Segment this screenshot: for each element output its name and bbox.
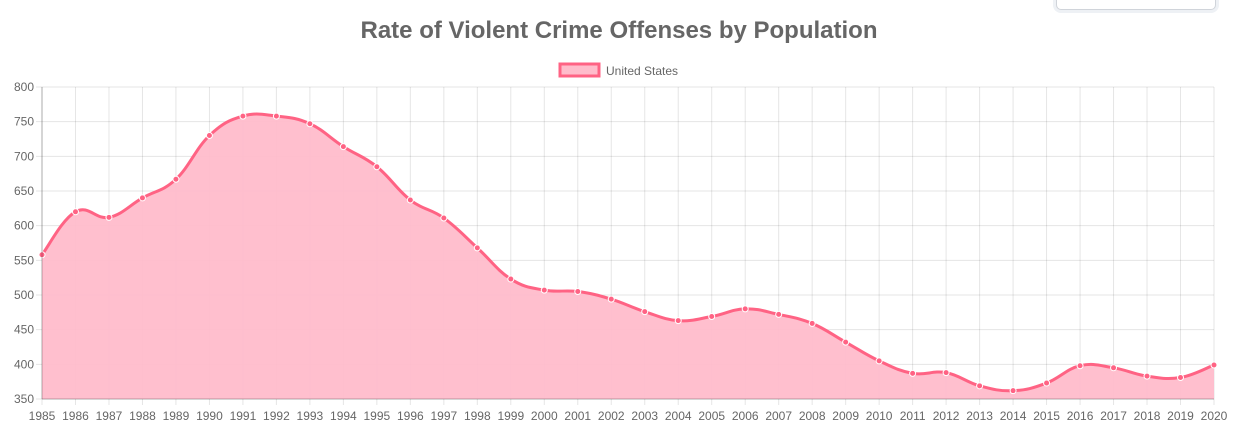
x-tick-label: 1994 (330, 409, 357, 423)
data-point[interactable] (540, 286, 548, 294)
data-point[interactable] (38, 251, 46, 259)
x-tick-label: 2004 (665, 409, 692, 423)
y-tick-label: 400 (14, 357, 34, 371)
y-tick-label: 450 (14, 323, 34, 337)
x-tick-label: 2018 (1134, 409, 1161, 423)
y-tick-label: 550 (14, 253, 34, 267)
x-tick-label: 1992 (263, 409, 290, 423)
data-point[interactable] (741, 305, 749, 313)
data-point[interactable] (775, 310, 783, 318)
x-tick-label: 2015 (1033, 409, 1060, 423)
y-tick-label: 750 (14, 115, 34, 129)
x-tick-label: 2013 (966, 409, 993, 423)
x-tick-label: 2011 (900, 409, 926, 423)
y-tick-label: 700 (14, 149, 34, 163)
x-tick-label: 2003 (631, 409, 658, 423)
x-tick-label: 2002 (598, 409, 625, 423)
y-tick-label: 500 (14, 288, 34, 302)
data-point[interactable] (373, 163, 381, 171)
data-point[interactable] (172, 175, 180, 183)
x-tick-label: 1990 (196, 409, 223, 423)
data-point[interactable] (574, 288, 582, 296)
y-tick-label: 350 (14, 392, 34, 406)
data-point[interactable] (842, 338, 850, 346)
data-point[interactable] (674, 317, 682, 325)
x-axis: 1985 1986 1987 1988 1989 1990 1991 1992 1993 1994… (29, 398, 1228, 423)
region-select[interactable] (1056, 0, 1216, 10)
x-tick-label: 2020 (1201, 409, 1228, 423)
x-tick-label: 1996 (397, 409, 424, 423)
series-area-fill (42, 114, 1214, 399)
y-axis: 350 400 450 500 550 600 650 700 750 800 (14, 80, 43, 406)
x-tick-label: 1986 (62, 409, 89, 423)
data-point[interactable] (909, 369, 917, 377)
x-tick-label: 1997 (430, 409, 457, 423)
data-point[interactable] (105, 213, 113, 221)
y-tick-label: 650 (14, 184, 34, 198)
data-point[interactable] (875, 357, 883, 365)
x-tick-label: 2000 (531, 409, 558, 423)
legend-label[interactable]: United States (606, 64, 678, 78)
x-tick-label: 2005 (698, 409, 725, 423)
x-tick-label: 2006 (732, 409, 759, 423)
x-tick-label: 2009 (832, 409, 859, 423)
x-tick-label: 1991 (230, 409, 257, 423)
data-point[interactable] (205, 132, 213, 140)
data-point[interactable] (507, 275, 515, 283)
chart-title: Rate of Violent Crime Offenses by Popula… (361, 17, 878, 44)
x-tick-label: 2007 (765, 409, 792, 423)
data-point[interactable] (1143, 372, 1151, 380)
data-point[interactable] (1210, 361, 1218, 369)
y-tick-label: 600 (14, 219, 34, 233)
x-tick-label: 2017 (1100, 409, 1127, 423)
x-tick-label: 2019 (1167, 409, 1194, 423)
data-point[interactable] (138, 194, 146, 202)
data-point[interactable] (1009, 387, 1017, 395)
data-point[interactable] (808, 319, 816, 327)
data-point[interactable] (306, 120, 314, 128)
data-point[interactable] (71, 208, 79, 216)
data-point[interactable] (440, 214, 448, 222)
x-tick-label: 2016 (1067, 409, 1094, 423)
data-point[interactable] (239, 112, 247, 120)
chart-plot-area (38, 112, 1218, 399)
y-tick-label: 800 (14, 80, 34, 94)
data-point[interactable] (272, 112, 280, 120)
x-tick-label: 1987 (96, 409, 123, 423)
x-tick-label: 1998 (464, 409, 491, 423)
x-tick-label: 1989 (163, 409, 190, 423)
data-point[interactable] (976, 382, 984, 390)
legend-swatch[interactable] (558, 62, 601, 78)
data-point[interactable] (1110, 364, 1118, 372)
data-point[interactable] (942, 369, 950, 377)
x-tick-label: 2008 (799, 409, 826, 423)
x-tick-label: 1995 (364, 409, 391, 423)
x-tick-label: 2014 (1000, 409, 1027, 423)
x-tick-label: 1988 (129, 409, 156, 423)
data-point[interactable] (1177, 374, 1185, 382)
chart-legend[interactable]: United States (558, 62, 678, 78)
data-point[interactable] (339, 143, 347, 151)
x-tick-label: 1999 (497, 409, 524, 423)
data-point[interactable] (708, 312, 716, 320)
data-point[interactable] (473, 244, 481, 252)
data-point[interactable] (406, 196, 414, 204)
data-point[interactable] (641, 308, 649, 316)
x-tick-label: 1985 (29, 409, 56, 423)
x-tick-label: 1993 (297, 409, 324, 423)
data-point[interactable] (1043, 379, 1051, 387)
x-tick-label: 2010 (866, 409, 893, 423)
data-point[interactable] (1076, 362, 1084, 370)
data-point[interactable] (607, 295, 615, 303)
x-tick-label: 2012 (933, 409, 960, 423)
x-tick-label: 2001 (564, 409, 591, 423)
